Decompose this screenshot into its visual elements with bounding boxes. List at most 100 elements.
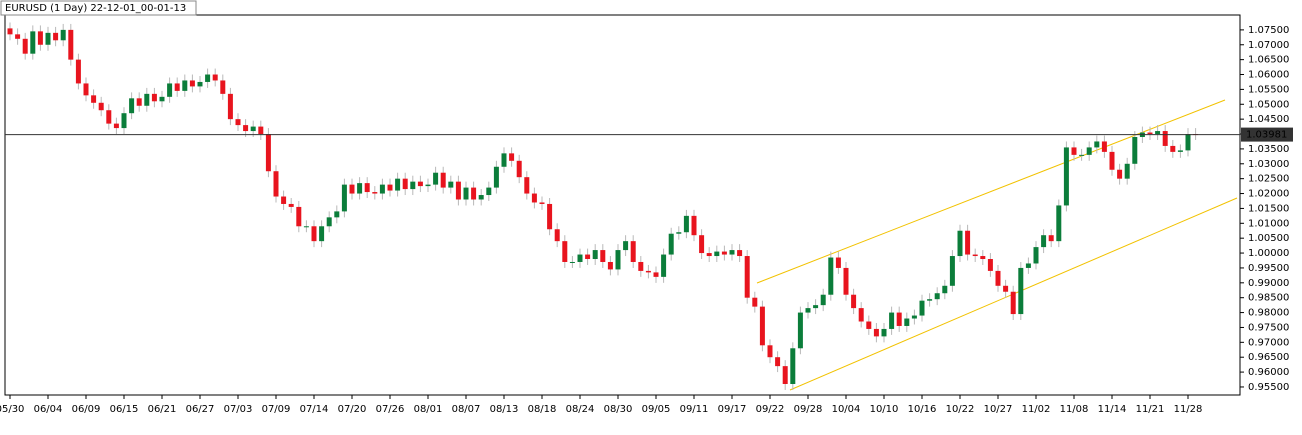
x-tick-label: 06/21 — [148, 404, 177, 415]
candle-body — [364, 183, 370, 193]
current-price-box — [1241, 127, 1293, 142]
candle-body — [501, 153, 507, 167]
candle-body — [455, 181, 461, 200]
candle-body — [554, 229, 560, 242]
candle-body — [182, 80, 188, 91]
candle-body — [212, 74, 218, 81]
x-tick-label: 07/26 — [376, 404, 405, 415]
candle-body — [987, 259, 993, 271]
x-tick-label: 10/10 — [870, 404, 899, 415]
candle-body — [1063, 147, 1069, 206]
candle-body — [661, 254, 667, 277]
x-tick-label: 09/05 — [642, 404, 671, 415]
candle-body — [493, 166, 499, 188]
x-tick-label: 10/22 — [946, 404, 975, 415]
x-tick-label: 11/08 — [1060, 404, 1089, 415]
title-box — [0, 0, 197, 16]
candle-body — [607, 261, 613, 270]
x-tick-label: 08/18 — [528, 404, 557, 415]
candle-body — [965, 230, 971, 255]
candle-body — [911, 315, 917, 319]
candle-body — [1124, 163, 1130, 179]
x-tick-label: 08/07 — [452, 404, 481, 415]
candle-body — [676, 232, 682, 234]
candle-body — [851, 294, 857, 309]
x-tick-label: 10/16 — [908, 404, 937, 415]
x-tick-label: 09/22 — [756, 404, 785, 415]
candle-body — [486, 187, 492, 196]
candle-body — [562, 241, 568, 262]
candle-body — [919, 300, 925, 316]
candle-body — [980, 256, 986, 260]
candle-body — [319, 226, 325, 242]
candle-body — [379, 184, 385, 194]
candle-body — [440, 172, 446, 188]
candle-body — [1041, 235, 1047, 248]
candle-body — [638, 261, 644, 271]
candle-body — [592, 250, 598, 260]
candle-body — [1132, 137, 1138, 164]
candle-body — [433, 172, 439, 185]
candle-body — [1170, 145, 1176, 152]
candle-body — [7, 28, 13, 35]
y-tick-label: 1.02500 — [1248, 174, 1289, 185]
candle-body — [509, 153, 515, 161]
candle-body — [334, 211, 340, 218]
x-tick-label: 10/04 — [832, 404, 861, 415]
candle-body — [524, 177, 530, 194]
candle-body — [296, 206, 302, 227]
y-tick-label: 1.07000 — [1248, 40, 1289, 51]
x-tick-label: 09/28 — [794, 404, 823, 415]
candle-body — [121, 113, 127, 129]
candle-body — [1185, 134, 1191, 151]
candle-body — [539, 202, 545, 204]
candle-body — [1162, 131, 1168, 146]
y-tick-label: 1.03000 — [1248, 159, 1289, 170]
candle-body — [752, 297, 758, 307]
candle-body — [1033, 247, 1039, 264]
candle-body — [1048, 235, 1054, 242]
x-tick-label: 06/27 — [186, 404, 215, 415]
candle-body — [22, 38, 28, 54]
candle-body — [934, 293, 940, 300]
candle-body — [835, 257, 841, 268]
candle-body — [1056, 205, 1062, 242]
candle-body — [820, 294, 826, 306]
candle-body — [1117, 169, 1123, 179]
candle-body — [873, 328, 879, 337]
candle-body — [1025, 263, 1031, 268]
candle-body — [759, 306, 765, 346]
candle-body — [471, 187, 477, 200]
candle-body — [91, 95, 97, 103]
y-tick-label: 1.00500 — [1248, 233, 1289, 244]
candle-body — [683, 215, 689, 233]
candle-body — [1071, 147, 1077, 155]
candle-body — [151, 93, 157, 102]
y-tick-label: 1.06000 — [1248, 70, 1289, 81]
candle-body — [106, 110, 112, 124]
y-tick-label: 1.05000 — [1248, 99, 1289, 110]
candle-body — [1094, 141, 1100, 148]
candle-body — [858, 308, 864, 322]
y-tick-label: 1.05500 — [1248, 84, 1289, 95]
candle-body — [68, 29, 74, 60]
candle-body — [243, 125, 249, 132]
candle-body — [813, 305, 819, 309]
y-tick-label: 1.00000 — [1248, 248, 1289, 259]
candle-body — [250, 126, 256, 132]
candle-body — [1109, 151, 1115, 170]
candle-body — [159, 96, 165, 102]
candle-body — [866, 321, 872, 329]
candle-body — [417, 181, 423, 187]
candle-body — [227, 93, 233, 120]
candle-body — [205, 74, 211, 82]
candle-body — [699, 235, 705, 254]
channel-upper — [756, 99, 1226, 284]
y-tick-label: 1.02000 — [1248, 189, 1289, 200]
y-tick-label: 1.01000 — [1248, 218, 1289, 229]
x-tick-label: 08/24 — [566, 404, 595, 415]
candle-body — [235, 119, 241, 126]
candle-body — [531, 193, 537, 203]
candle-body — [197, 81, 203, 87]
candle-body — [326, 217, 332, 227]
